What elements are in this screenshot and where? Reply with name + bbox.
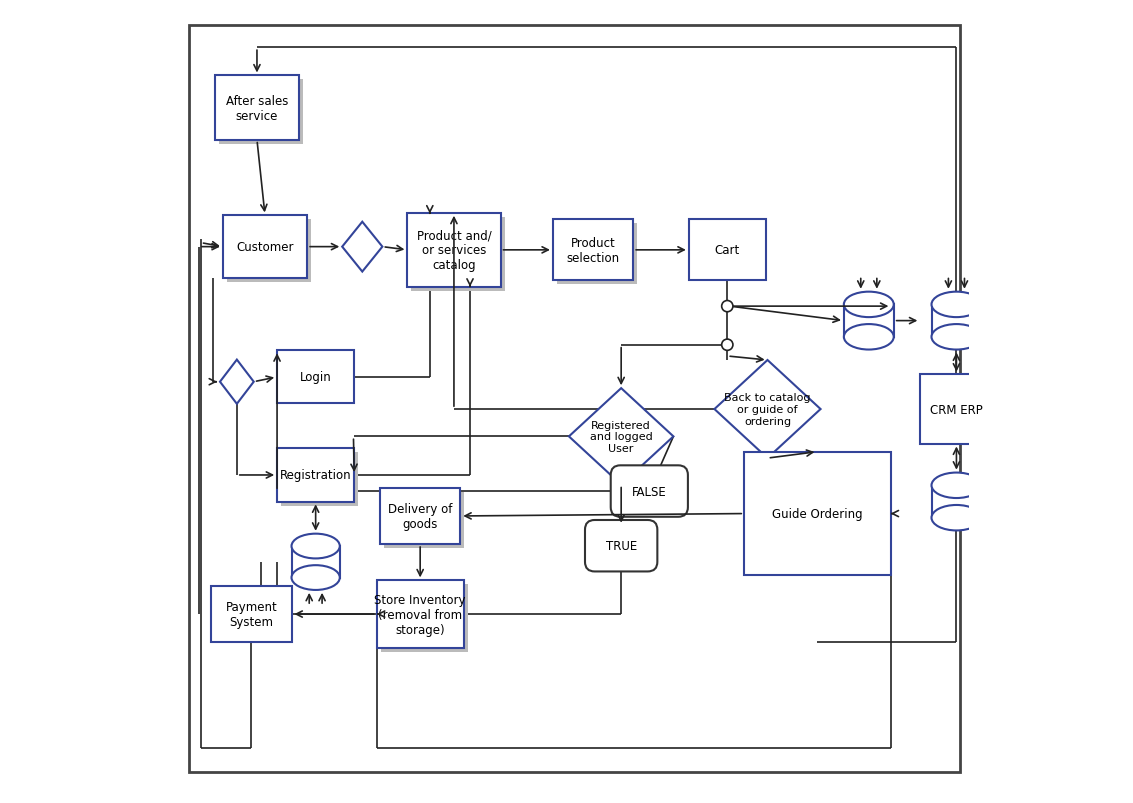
FancyBboxPatch shape: [931, 486, 981, 518]
FancyBboxPatch shape: [188, 26, 961, 772]
Circle shape: [722, 340, 733, 351]
FancyBboxPatch shape: [380, 488, 460, 544]
Text: Product and/
or services
catalog: Product and/ or services catalog: [417, 229, 492, 272]
Polygon shape: [220, 360, 254, 405]
Ellipse shape: [931, 473, 981, 499]
FancyBboxPatch shape: [381, 585, 468, 652]
FancyBboxPatch shape: [215, 76, 299, 141]
Ellipse shape: [844, 324, 894, 350]
Text: Cart: Cart: [715, 244, 740, 257]
FancyBboxPatch shape: [281, 453, 358, 506]
Text: CRM ERP: CRM ERP: [930, 403, 982, 416]
FancyBboxPatch shape: [744, 452, 891, 576]
FancyBboxPatch shape: [920, 375, 993, 444]
FancyBboxPatch shape: [407, 214, 501, 287]
FancyBboxPatch shape: [689, 220, 766, 281]
Text: Back to catalog
or guide of
ordering: Back to catalog or guide of ordering: [724, 393, 811, 426]
Text: Customer: Customer: [237, 241, 293, 254]
Text: Product
selection: Product selection: [566, 237, 620, 264]
Ellipse shape: [931, 292, 981, 318]
FancyBboxPatch shape: [291, 546, 340, 578]
Text: Registration: Registration: [280, 469, 351, 482]
FancyBboxPatch shape: [611, 466, 688, 517]
Ellipse shape: [291, 534, 340, 559]
Polygon shape: [342, 222, 382, 272]
FancyBboxPatch shape: [377, 581, 463, 648]
FancyBboxPatch shape: [219, 80, 304, 145]
Polygon shape: [715, 361, 820, 459]
Polygon shape: [569, 389, 673, 485]
FancyBboxPatch shape: [227, 220, 312, 283]
Text: Store Inventory
(removal from
storage): Store Inventory (removal from storage): [374, 593, 466, 636]
Ellipse shape: [931, 324, 981, 350]
Ellipse shape: [931, 505, 981, 531]
FancyBboxPatch shape: [211, 586, 291, 642]
FancyBboxPatch shape: [384, 492, 465, 548]
Circle shape: [722, 301, 733, 312]
FancyBboxPatch shape: [585, 520, 657, 572]
FancyBboxPatch shape: [278, 449, 355, 502]
Text: Delivery of
goods: Delivery of goods: [387, 503, 452, 530]
FancyBboxPatch shape: [931, 305, 981, 337]
FancyBboxPatch shape: [553, 220, 633, 281]
FancyBboxPatch shape: [278, 351, 355, 404]
FancyBboxPatch shape: [223, 216, 307, 279]
FancyBboxPatch shape: [411, 218, 504, 291]
Text: Registered
and logged
User: Registered and logged User: [590, 420, 653, 454]
Text: After sales
service: After sales service: [225, 95, 288, 122]
Ellipse shape: [291, 565, 340, 590]
Ellipse shape: [844, 292, 894, 318]
Text: Login: Login: [300, 371, 332, 384]
Text: Guide Ordering: Guide Ordering: [772, 507, 862, 520]
Text: FALSE: FALSE: [632, 485, 666, 498]
Text: TRUE: TRUE: [605, 540, 637, 552]
Text: Payment
System: Payment System: [225, 601, 278, 628]
FancyBboxPatch shape: [556, 224, 637, 285]
FancyBboxPatch shape: [844, 305, 894, 337]
